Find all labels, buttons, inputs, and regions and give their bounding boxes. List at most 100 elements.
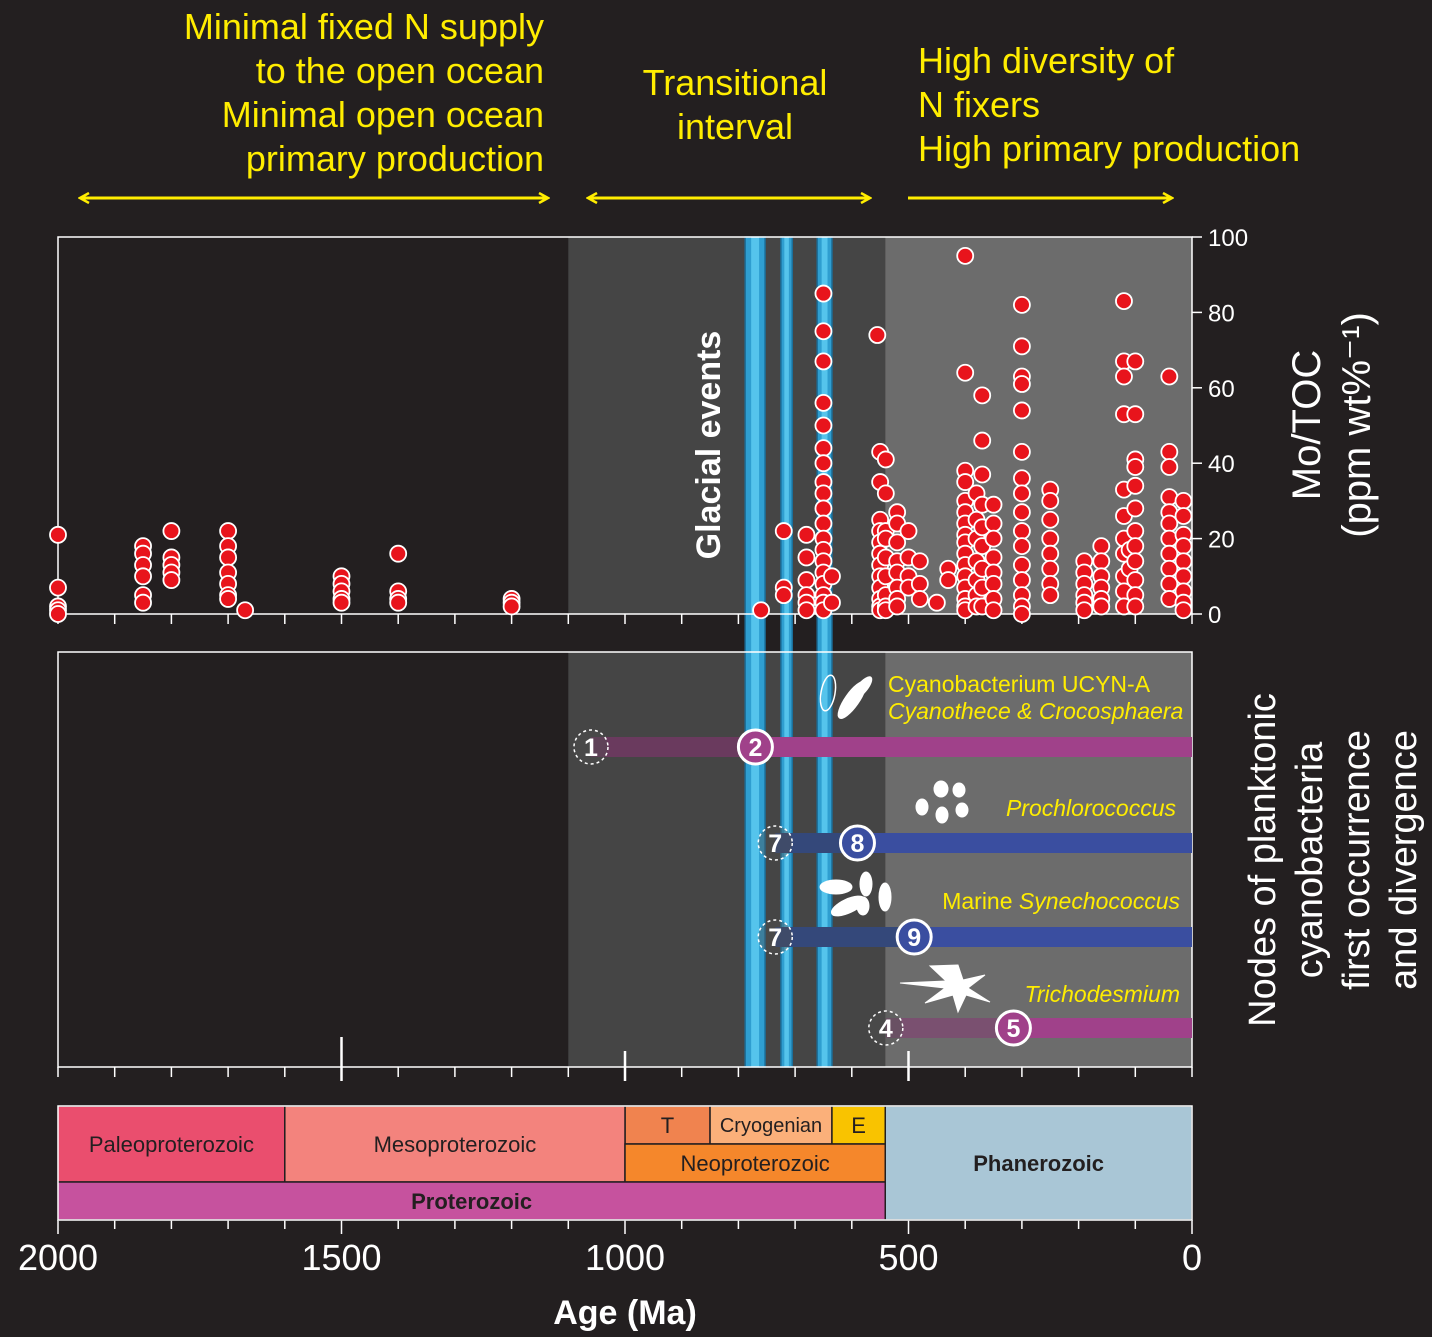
data-point <box>752 601 770 620</box>
data-point <box>927 593 946 612</box>
data-point <box>1126 522 1145 540</box>
lower-title-line: first occurrence <box>1336 730 1378 990</box>
data-point <box>984 514 1003 533</box>
y-axis-title-line: Mo/TOC <box>1285 350 1329 500</box>
y-tick-label: 100 <box>1208 225 1248 252</box>
data-point <box>1041 510 1060 529</box>
lineage-name-part: Trichodesmium <box>1025 981 1181 1007</box>
data-point <box>1013 337 1031 356</box>
annotation: High diversity of <box>918 40 1175 81</box>
data-point <box>1126 537 1145 556</box>
data-point <box>984 495 1003 514</box>
first-node <box>868 1010 904 1046</box>
lineage-bar <box>1013 1018 1192 1038</box>
timescale-label: Cryogenian <box>720 1115 822 1137</box>
data-point <box>1174 491 1193 510</box>
data-point <box>1041 544 1060 563</box>
data-point <box>134 567 152 586</box>
y-axis-title: Mo/TOC (ppm wt%⁻¹) <box>1285 312 1379 538</box>
annotation: Transitional <box>643 62 828 103</box>
data-point <box>814 393 833 412</box>
timescale-label: Paleoproterozoic <box>89 1132 254 1157</box>
lineage-bar <box>914 927 1192 947</box>
data-point <box>814 322 833 341</box>
x-tick-label: 500 <box>878 1237 938 1278</box>
data-point <box>1126 597 1145 616</box>
data-point <box>1013 295 1031 314</box>
lower-title-line: Nodes of planktonic <box>1242 693 1284 1027</box>
data-point <box>984 574 1003 593</box>
data-point <box>1126 571 1145 589</box>
data-point <box>1041 491 1060 510</box>
data-point <box>49 578 67 597</box>
annotation: Minimal fixed N supply <box>184 6 544 47</box>
data-point <box>814 352 833 371</box>
data-point <box>1013 375 1031 393</box>
data-point <box>956 246 975 265</box>
divergence-node <box>736 728 774 766</box>
data-point <box>814 454 833 473</box>
divergence-node <box>838 824 876 862</box>
node-label: 7 <box>768 830 782 858</box>
node-label: 1 <box>584 734 598 762</box>
x-tick-label: 1000 <box>585 1237 665 1278</box>
y-tick-label: 0 <box>1208 602 1221 629</box>
y-tick-label: 40 <box>1208 451 1235 478</box>
data-point <box>984 529 1003 548</box>
data-point <box>49 605 67 623</box>
lineage-name: Cyanothece & Crocosphaera <box>888 698 1183 724</box>
data-point <box>814 499 833 518</box>
data-point <box>814 284 833 303</box>
lineage-bar <box>857 833 1192 853</box>
data-point <box>389 544 408 563</box>
data-point <box>1126 352 1145 371</box>
timescale-label: Phanerozoic <box>973 1151 1104 1176</box>
data-point <box>956 363 975 382</box>
lineage-name-part: Marine <box>942 888 1019 914</box>
data-point <box>1092 597 1111 616</box>
data-point <box>1174 601 1193 620</box>
data-point <box>1013 537 1031 556</box>
main-layer: 0 20 40 60 80 100 2000 1500 1000 500 0 1 2 Cyanobacte… <box>18 225 1248 1278</box>
data-point <box>814 484 833 503</box>
data-point <box>1013 484 1031 503</box>
x-tick-label: 2000 <box>18 1237 98 1278</box>
data-point <box>49 525 67 544</box>
data-point <box>1174 507 1193 525</box>
data-point <box>389 593 408 612</box>
y-tick-label: 60 <box>1208 376 1235 403</box>
lineage-bar-early <box>885 1018 1014 1038</box>
lineage-name-part: Prochlorococcus <box>1006 795 1177 821</box>
lineage-name: Prochlorococcus <box>1006 795 1177 821</box>
data-point <box>1174 537 1193 556</box>
lower-title-line: cyanobacteria <box>1289 741 1331 978</box>
node-label: 4 <box>879 1015 893 1043</box>
data-point <box>774 522 793 540</box>
data-point <box>973 386 992 405</box>
data-point <box>219 522 238 540</box>
data-point <box>910 590 929 608</box>
data-point <box>1013 401 1031 420</box>
timescale-frame <box>57 1105 1193 1221</box>
data-point <box>1013 556 1031 574</box>
data-point <box>939 571 958 589</box>
timescale-label: E <box>851 1113 866 1138</box>
data-point <box>868 326 887 344</box>
divergence-node <box>994 1009 1032 1047</box>
first-node <box>573 729 609 765</box>
lineage-bar <box>755 737 1192 757</box>
lineage-name-part: Synechococcus <box>1019 888 1181 914</box>
data-point <box>162 571 181 589</box>
annotations: Minimal fixed N supply to the open ocean… <box>184 6 1300 179</box>
data-point <box>814 416 833 435</box>
data-point <box>973 465 992 484</box>
data-point <box>1075 601 1094 620</box>
first-node <box>757 825 794 861</box>
data-point <box>814 514 833 533</box>
data-point <box>876 484 895 503</box>
annotation: Minimal open ocean <box>222 94 544 135</box>
data-point <box>888 533 907 552</box>
timescale-unit <box>624 1143 887 1183</box>
